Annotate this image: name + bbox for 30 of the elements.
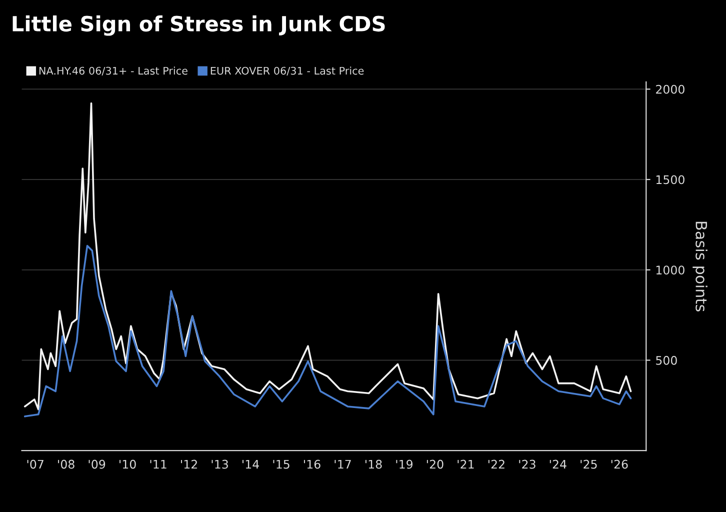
x-tick-label: '24 [550,460,566,469]
x-tick-label: '10 [120,460,136,469]
y-axis-title: Basis points [692,222,708,312]
legend-label: NA.HY.46 06/31+ - Last Price [39,66,188,76]
x-tick-label: '23 [519,460,536,469]
x-tick-label: '09 [88,460,106,469]
line-series [24,244,632,418]
y-tick-label: 1500 [656,175,684,184]
x-tick-label: '08 [58,460,74,469]
x-tick-label: '16 [304,460,320,469]
x-tick-label: '19 [396,460,413,469]
x-tick-label: '21 [458,460,474,469]
x-tick-label: '17 [334,460,351,469]
x-tick-label: '12 [181,460,197,469]
line-series [24,102,632,410]
y-tick-label: 2000 [656,84,684,94]
legend-label: EUR XOVER 06/31 - Last Price [210,66,364,76]
x-tick-label: '25 [580,460,597,469]
x-tick-label: '11 [150,460,166,469]
y-tick-label: 500 [656,356,677,365]
x-tick-label: '07 [27,460,44,469]
x-tick-label: '13 [212,460,228,469]
x-tick-label: '20 [426,460,444,469]
x-tick-label: '14 [242,460,259,469]
x-tick-label: '15 [273,460,290,469]
x-tick-label: '26 [611,460,628,469]
y-tick-label: 1000 [656,266,684,275]
x-tick-label: '18 [365,460,382,469]
x-tick-label: '22 [488,460,504,469]
chart-title: Little Sign of Stress in Junk CDS [12,15,385,36]
